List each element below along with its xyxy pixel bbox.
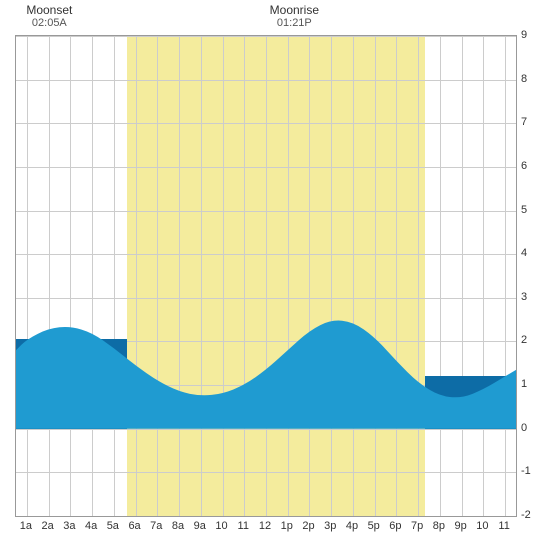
- x-tick-label: 1p: [281, 520, 293, 532]
- x-tick-label: 3p: [324, 520, 336, 532]
- x-tick-label: 7a: [150, 520, 162, 532]
- top-label-time: 02:05A: [26, 17, 72, 30]
- x-tick-label: 3a: [63, 520, 75, 532]
- moonset-label: Moonset02:05A: [26, 3, 72, 31]
- y-tick-label: 9: [521, 29, 527, 41]
- x-tick-label: 6a: [128, 520, 140, 532]
- x-tick-label: 9p: [455, 520, 467, 532]
- x-tick-label: 10: [476, 520, 488, 532]
- y-tick-label: 4: [521, 247, 527, 259]
- y-tick-label: 5: [521, 204, 527, 216]
- moonrise-label: Moonrise01:21P: [270, 3, 319, 31]
- x-tick-label: 1a: [20, 520, 32, 532]
- x-tick-label: 7p: [411, 520, 423, 532]
- x-tick-label: 9a: [194, 520, 206, 532]
- top-label-time: 01:21P: [270, 17, 319, 30]
- x-tick-label: 8p: [433, 520, 445, 532]
- y-tick-label: 2: [521, 334, 527, 346]
- y-tick-label: 0: [521, 422, 527, 434]
- x-tick-label: 2a: [41, 520, 53, 532]
- grid-line-h: [16, 516, 516, 517]
- y-tick-label: 7: [521, 116, 527, 128]
- x-tick-label: 12: [259, 520, 271, 532]
- y-tick-label: 6: [521, 160, 527, 172]
- x-tick-label: 10: [215, 520, 227, 532]
- x-tick-label: 2p: [302, 520, 314, 532]
- x-tick-label: 8a: [172, 520, 184, 532]
- y-tick-label: 1: [521, 378, 527, 390]
- x-tick-label: 5a: [107, 520, 119, 532]
- plot-area: [15, 35, 517, 517]
- x-tick-label: 4a: [85, 520, 97, 532]
- y-tick-label: 3: [521, 291, 527, 303]
- x-tick-label: 11: [238, 520, 249, 532]
- x-tick-label: 11: [498, 520, 509, 532]
- y-tick-label: -1: [521, 465, 531, 477]
- x-tick-label: 4p: [346, 520, 358, 532]
- top-label-title: Moonset: [26, 3, 72, 17]
- y-tick-label: -2: [521, 509, 531, 521]
- top-label-title: Moonrise: [270, 3, 319, 17]
- y-tick-label: 8: [521, 73, 527, 85]
- tide-chart: 1a2a3a4a5a6a7a8a9a1011121p2p3p4p5p6p7p8p…: [0, 0, 550, 550]
- x-tick-label: 5p: [368, 520, 380, 532]
- x-tick-label: 6p: [389, 520, 401, 532]
- tide-area: [16, 36, 516, 516]
